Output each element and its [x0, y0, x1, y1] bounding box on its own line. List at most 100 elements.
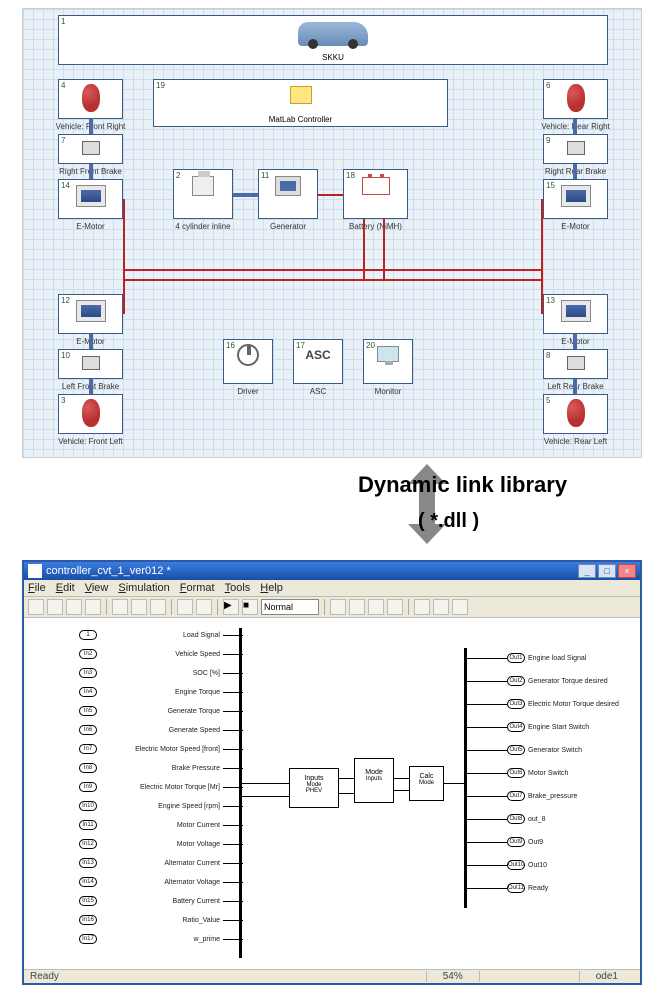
output-port[interactable]: Out7Brake_pressure	[467, 791, 580, 801]
input-port[interactable]: In15Battery Current	[79, 896, 243, 906]
block-front-right-wheel[interactable]: 4 Vehicle: Front Right	[58, 79, 123, 119]
arrow-subtitle: ( *.dll )	[418, 510, 479, 533]
vehicle-model-canvas[interactable]: 1 SKKU 19 MatLab Controller 4 Vehicle: F…	[22, 8, 642, 458]
titlebar[interactable]: controller_cvt_1_ver012 * _ □ ×	[24, 562, 640, 580]
port-label: Motor Voltage	[100, 841, 220, 848]
simulink-canvas[interactable]: 1Load Signal In2Vehicle Speed In3SOC [%] In…	[24, 618, 640, 969]
input-port[interactable]: In4Engine Torque	[79, 687, 243, 697]
menu-file[interactable]: File	[28, 582, 46, 594]
output-port[interactable]: Out2Generator Torque desired	[467, 676, 611, 686]
tb-e[interactable]	[414, 599, 430, 615]
block-number: 14	[61, 181, 70, 190]
tb-paste[interactable]	[150, 599, 166, 615]
menu-tools[interactable]: Tools	[225, 582, 251, 594]
tb-run[interactable]: ▶	[223, 599, 239, 615]
wire	[573, 119, 577, 134]
center-block-2[interactable]: Mode Inputs	[354, 758, 394, 803]
tb-redo[interactable]	[196, 599, 212, 615]
menu-format[interactable]: Format	[180, 582, 215, 594]
center-block-3[interactable]: Calc Mode	[409, 766, 444, 801]
block-left-front-brake[interactable]: 10 Left Front Brake	[58, 349, 123, 379]
block-rear-right-wheel[interactable]: 6 Vehicle: Rear Right	[543, 79, 608, 119]
center-block-1[interactable]: Inputs Mode PHEV	[289, 768, 339, 808]
tb-stop[interactable]: ■	[242, 599, 258, 615]
block-number: 19	[156, 81, 165, 90]
maximize-button[interactable]: □	[598, 564, 616, 578]
minimize-button[interactable]: _	[578, 564, 596, 578]
block-rear-left-wheel[interactable]: 5 Vehicle: Rear Left	[543, 394, 608, 434]
block-driver[interactable]: 16 Driver	[223, 339, 273, 384]
output-port[interactable]: Out3Electric Motor Torque desired	[467, 699, 622, 709]
block-generator[interactable]: 11 Generator	[258, 169, 318, 219]
port-oval: Out3	[507, 699, 525, 709]
input-port[interactable]: In3SOC [%]	[79, 668, 243, 678]
link-arrow-section: Dynamic link library ( *.dll )	[8, 464, 656, 554]
tb-cut[interactable]	[112, 599, 128, 615]
input-port[interactable]: In2Vehicle Speed	[79, 649, 243, 659]
cb-sub2: PHEV	[290, 788, 338, 794]
input-port[interactable]: In10Engine Speed [rpm]	[79, 801, 243, 811]
input-port[interactable]: In13Alternator Current	[79, 858, 243, 868]
menu-help[interactable]: Help	[260, 582, 283, 594]
tb-c[interactable]	[368, 599, 384, 615]
block-front-left-wheel[interactable]: 3 Vehicle: Front Left	[58, 394, 123, 434]
tb-g[interactable]	[452, 599, 468, 615]
block-asc[interactable]: 17 ASC ASC	[293, 339, 343, 384]
block-emotor-13[interactable]: 13 E-Motor	[543, 294, 608, 334]
tb-f[interactable]	[433, 599, 449, 615]
block-skku[interactable]: 1 SKKU	[58, 15, 608, 65]
tb-b[interactable]	[349, 599, 365, 615]
block-monitor[interactable]: 20 Monitor	[363, 339, 413, 384]
input-port[interactable]: In12Motor Voltage	[79, 839, 243, 849]
sim-mode-field[interactable]: Normal	[261, 599, 319, 615]
block-emotor-15[interactable]: 15 E-Motor	[543, 179, 608, 219]
input-port[interactable]: In16Ratio_Value	[79, 915, 243, 925]
block-right-front-brake[interactable]: 7 Right Front Brake	[58, 134, 123, 164]
tb-d[interactable]	[387, 599, 403, 615]
input-port[interactable]: 1Load Signal	[79, 630, 243, 640]
input-port[interactable]: In6Generate Speed	[79, 725, 243, 735]
block-number: 9	[546, 136, 550, 145]
block-left-rear-brake[interactable]: 8 Left Rear Brake	[543, 349, 608, 379]
tb-open[interactable]	[47, 599, 63, 615]
input-port[interactable]: In14Alternator Voltage	[79, 877, 243, 887]
port-oval: 1	[79, 630, 97, 640]
block-emotor-14[interactable]: 14 E-Motor	[58, 179, 123, 219]
port-oval: Out11	[507, 883, 525, 893]
menu-view[interactable]: View	[85, 582, 109, 594]
tb-a[interactable]	[330, 599, 346, 615]
output-port[interactable]: Out1Engine load Signal	[467, 653, 589, 663]
block-matlab-controller[interactable]: 19 MatLab Controller	[153, 79, 448, 127]
wire	[394, 790, 409, 791]
input-port[interactable]: In17w_prime	[79, 934, 243, 944]
block-engine[interactable]: 2 4 cylinder inline	[173, 169, 233, 219]
block-number: 11	[261, 171, 269, 180]
tb-undo[interactable]	[177, 599, 193, 615]
output-port[interactable]: Out11Ready	[467, 883, 551, 893]
input-port[interactable]: In7Electric Motor Speed [front]	[79, 744, 243, 754]
close-button[interactable]: ×	[618, 564, 636, 578]
block-emotor-12[interactable]: 12 E-Motor	[58, 294, 123, 334]
menu-edit[interactable]: Edit	[56, 582, 75, 594]
menu-simulation[interactable]: Simulation	[118, 582, 169, 594]
output-port[interactable]: Out6Motor Switch	[467, 768, 571, 778]
output-port[interactable]: Out4Engine Start Switch	[467, 722, 592, 732]
input-port[interactable]: In8Brake Pressure	[79, 763, 243, 773]
tb-print[interactable]	[85, 599, 101, 615]
tb-new[interactable]	[28, 599, 44, 615]
output-port[interactable]: Out9Out9	[467, 837, 546, 847]
input-port[interactable]: In5Generate Torque	[79, 706, 243, 716]
port-oval: In5	[79, 706, 97, 716]
tb-save[interactable]	[66, 599, 82, 615]
wire	[123, 279, 543, 281]
block-right-rear-brake[interactable]: 9 Right Rear Brake	[543, 134, 608, 164]
port-wire	[467, 842, 507, 843]
output-port[interactable]: Out5Generator Switch	[467, 745, 585, 755]
block-battery[interactable]: 18 Battery (NiMH)	[343, 169, 408, 219]
input-port[interactable]: In9Electric Motor Torque [Mr]	[79, 782, 243, 792]
input-port[interactable]: In11Motor Current	[79, 820, 243, 830]
output-port[interactable]: Out10Out10	[467, 860, 550, 870]
tb-copy[interactable]	[131, 599, 147, 615]
port-wire	[223, 825, 243, 826]
output-port[interactable]: Out8out_8	[467, 814, 549, 824]
